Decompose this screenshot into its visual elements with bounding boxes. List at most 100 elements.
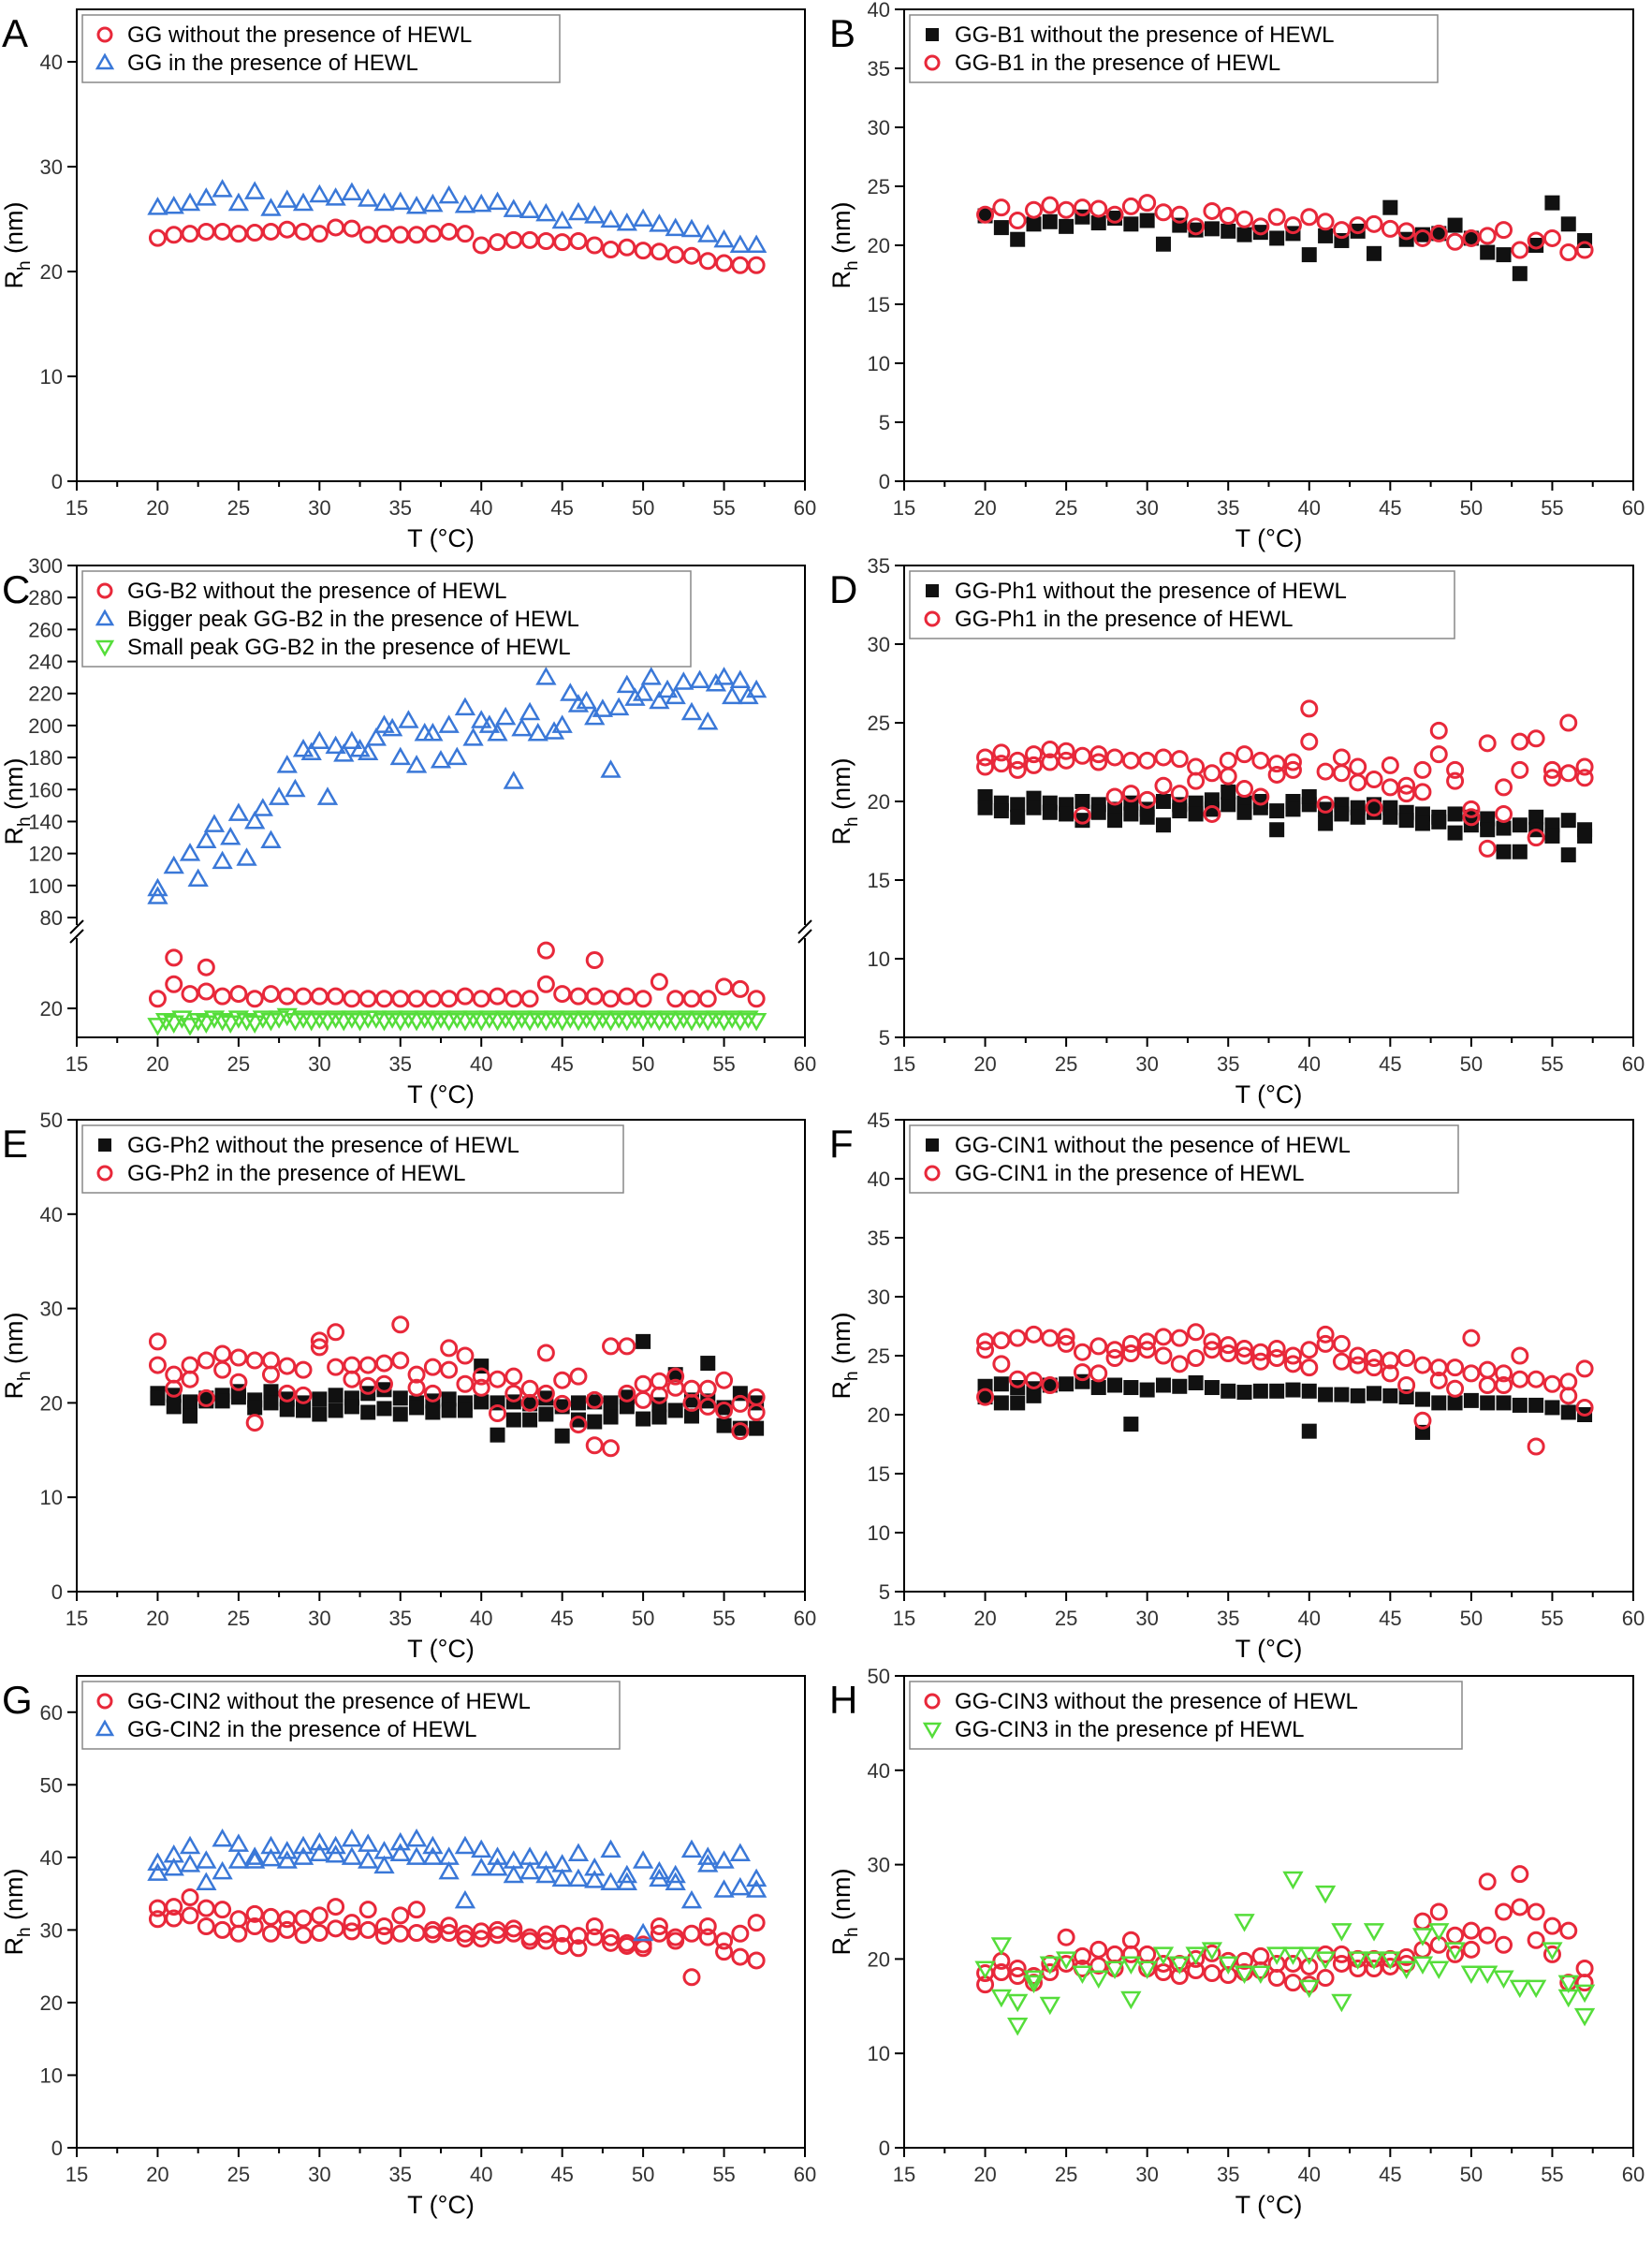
data-point [376, 1401, 392, 1417]
data-point [1203, 201, 1221, 220]
data-point [993, 220, 1009, 236]
x-tick-label: 15 [66, 1607, 88, 1630]
data-point [1512, 817, 1528, 833]
data-point [587, 1414, 603, 1430]
data-point [1107, 813, 1123, 829]
data-point [203, 1010, 226, 1029]
data-point [391, 226, 410, 244]
x-tick-label: 25 [227, 2163, 250, 2186]
data-point [292, 739, 314, 757]
data-point [618, 1337, 636, 1356]
data-point [551, 714, 573, 733]
data-point [634, 1374, 652, 1393]
data-point [1382, 199, 1398, 215]
data-point [187, 1012, 209, 1032]
data-point [147, 1862, 168, 1881]
data-point [487, 1846, 508, 1865]
data-point [616, 674, 637, 694]
data-point [446, 1010, 468, 1029]
data-point [310, 1906, 329, 1925]
y-tick-label: 35 [868, 57, 890, 81]
legend-marker [95, 1719, 115, 1737]
y-tick-label: 20 [40, 1991, 63, 2015]
data-point [567, 201, 590, 221]
data-point [1089, 1364, 1108, 1383]
data-point [422, 193, 444, 213]
data-point [1560, 813, 1576, 829]
x-tick-label: 20 [973, 496, 996, 520]
data-point [333, 743, 355, 762]
panel-letter: A [2, 11, 28, 55]
data-point [1138, 790, 1157, 809]
data-point [504, 990, 523, 1008]
data-point [1478, 1872, 1497, 1891]
legend-box [81, 1681, 621, 1750]
data-point [1573, 2007, 1596, 2027]
legend-box [909, 1681, 1463, 1750]
x-tick-label: 20 [973, 1607, 996, 1630]
legend-label: GG-CIN1 without the pesence of HEWL [955, 1133, 1351, 1158]
data-point [1495, 1364, 1513, 1383]
data-point [1235, 210, 1254, 228]
x-tick-label: 30 [1135, 496, 1158, 520]
data-point [1152, 1946, 1175, 1965]
data-point [391, 990, 410, 1008]
y-tick-label: 240 [28, 651, 63, 674]
data-point [700, 1356, 716, 1372]
y-tick-label: 50 [868, 1665, 890, 1688]
x-tick-label: 60 [794, 496, 816, 520]
data-point [1301, 788, 1317, 804]
data-point [715, 1401, 734, 1419]
data-point [1511, 732, 1529, 751]
data-point [181, 985, 199, 1004]
data-point [592, 1010, 614, 1029]
data-point [1234, 1965, 1255, 1985]
data-point [553, 1371, 572, 1389]
data-point [1057, 1928, 1075, 1946]
legend-box [909, 570, 1455, 639]
data-point [1493, 1970, 1514, 1990]
data-point [1010, 797, 1026, 813]
data-point [1204, 221, 1220, 237]
data-point [536, 1384, 555, 1403]
data-point [1269, 803, 1285, 819]
data-point [519, 701, 541, 721]
data-point [1105, 1945, 1124, 1963]
data-point [632, 208, 654, 227]
data-point [632, 683, 654, 701]
data-point [1154, 1346, 1173, 1365]
data-point [1480, 1395, 1496, 1411]
data-point [1089, 745, 1108, 764]
data-point [309, 184, 330, 203]
x-tick-label: 40 [470, 1607, 492, 1630]
data-point [1527, 1902, 1545, 1921]
data-point [522, 1396, 538, 1412]
data-point [147, 1852, 168, 1872]
data-point [1105, 787, 1124, 806]
data-point [148, 1356, 167, 1374]
legend-marker [924, 54, 941, 71]
data-point [1203, 1341, 1221, 1359]
data-point [1282, 1946, 1304, 1965]
data-point [976, 757, 995, 776]
y-tick-label: 5 [879, 1026, 890, 1050]
data-point [1172, 1378, 1188, 1394]
data-point [179, 1835, 201, 1855]
data-point [1121, 1344, 1140, 1362]
data-point [665, 685, 686, 705]
data-point [1169, 1956, 1191, 1975]
data-point [407, 1923, 426, 1942]
data-point [392, 1390, 408, 1406]
data-point [1007, 1993, 1029, 2013]
data-point [1511, 1898, 1529, 1917]
data-point [341, 1010, 363, 1029]
panel-letter: G [2, 1678, 33, 1722]
data-point [1121, 1931, 1140, 1949]
data-point [1203, 804, 1221, 823]
data-point [1413, 1411, 1432, 1430]
x-tick-label: 60 [1622, 496, 1645, 520]
data-point [1349, 1346, 1367, 1365]
data-point [1350, 223, 1366, 239]
data-point [504, 230, 523, 249]
data-point [519, 1860, 541, 1880]
